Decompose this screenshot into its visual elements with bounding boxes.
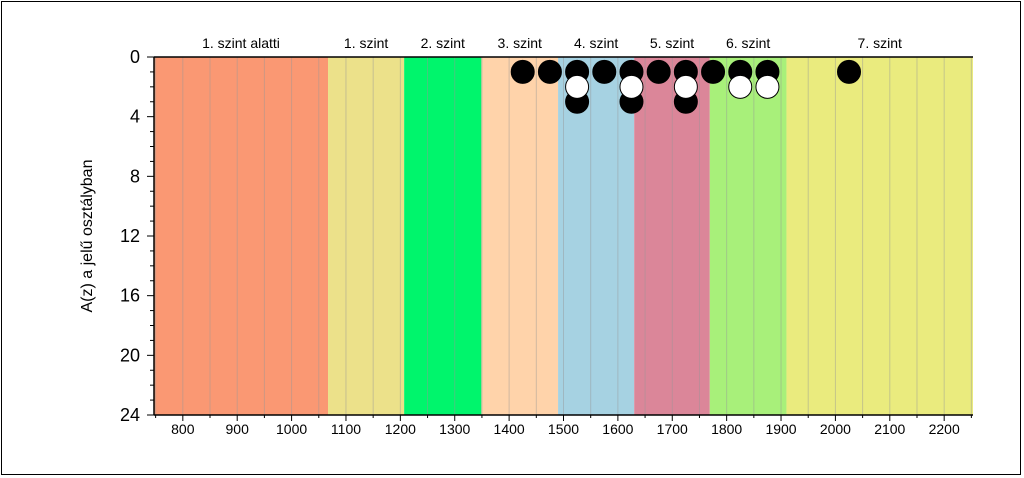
x-tick-label: 2000 [820, 421, 851, 437]
level-band-label: 7. szint [858, 35, 902, 51]
x-tick-label: 1200 [385, 421, 416, 437]
filled-data-point [510, 59, 535, 84]
x-tick-label: 1100 [331, 421, 361, 437]
open-data-point [619, 74, 644, 99]
vertical-gridlines [155, 57, 972, 415]
x-tick-label: 1800 [711, 421, 742, 437]
level-band [786, 57, 973, 415]
level-band [481, 57, 559, 415]
open-data-point [565, 74, 590, 99]
x-tick-label: 1700 [657, 421, 688, 437]
x-tick-label: 800 [171, 421, 195, 437]
y-tick-label: 24 [120, 405, 140, 425]
x-tick-label: 1600 [602, 421, 633, 437]
y-tick-label: 20 [120, 345, 140, 365]
x-tick-label: 2100 [874, 421, 905, 437]
level-band-label: 2. szint [421, 35, 465, 51]
x-tick-label: 1000 [276, 421, 307, 437]
level-band-label: 1. szint alatti [202, 35, 280, 51]
level-band [154, 57, 329, 415]
filled-data-point [837, 59, 862, 84]
level-band-label: 4. szint [574, 35, 618, 51]
level-band [328, 57, 405, 415]
x-axis-ticks: 800 900 1000 1100 1200 1300 1400 1500 1600 1700 18… [155, 415, 972, 437]
x-tick-label: 1500 [548, 421, 579, 437]
open-data-point [755, 74, 780, 99]
open-data-point [673, 74, 698, 99]
y-tick-label: 8 [130, 166, 140, 186]
level-band [709, 57, 787, 415]
level-band-label: 1. szint [344, 35, 388, 51]
x-tick-label: 2200 [929, 421, 960, 437]
x-tick-label: 900 [226, 421, 250, 437]
level-band [558, 57, 635, 415]
y-tick-label: 12 [120, 226, 140, 246]
level-band-label: 6. szint [726, 35, 770, 51]
y-tick-label: 16 [120, 286, 140, 306]
filled-data-point [646, 59, 671, 84]
x-tick-label: 1900 [765, 421, 796, 437]
x-tick-label: 1400 [494, 421, 525, 437]
level-bands [154, 57, 973, 415]
level-band-label: 5. szint [650, 35, 694, 51]
level-band-label: 3. szint [498, 35, 542, 51]
level-band [404, 57, 482, 415]
y-axis-ticks: 0 4 8 12 16 20 24 [120, 47, 154, 425]
y-tick-label: 4 [130, 107, 140, 127]
x-tick-label: 1300 [439, 421, 470, 437]
y-axis-title: A(z) a jelű osztályban [79, 160, 96, 313]
filled-data-point [537, 59, 562, 84]
level-band [634, 57, 710, 415]
open-data-point [728, 74, 753, 99]
data-points [510, 59, 862, 114]
filled-data-point [701, 59, 726, 84]
level-band-labels: 1. szint alatti 1. szint 2. szint 3. szint 4… [202, 35, 902, 51]
filled-data-point [592, 59, 617, 84]
y-tick-label: 0 [130, 47, 140, 67]
